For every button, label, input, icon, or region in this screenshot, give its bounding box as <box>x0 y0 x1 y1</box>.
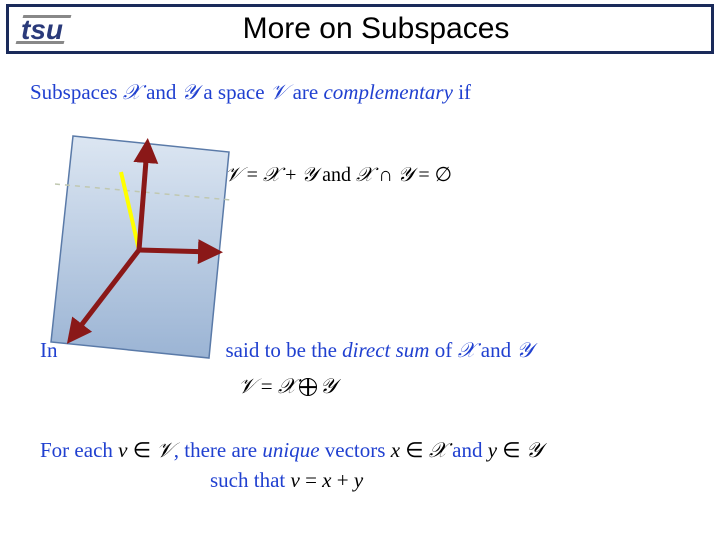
t: vectors <box>320 438 391 462</box>
sym-Y: 𝒴 <box>516 338 532 362</box>
t: said to be the <box>226 338 343 362</box>
line-direct-sum: In xxxxxxxxxxxxxxx said to be the direct… <box>40 338 533 363</box>
t: + <box>331 468 353 492</box>
sym-y: y <box>354 468 363 492</box>
sym-Y: 𝒴 <box>398 164 414 186</box>
line-unique: For each v ∈ 𝒱, there are unique vectors… <box>40 438 542 463</box>
t: = <box>242 164 263 186</box>
t: Subspaces <box>30 80 123 104</box>
logo: tsu <box>15 9 101 49</box>
t: For each <box>40 438 118 462</box>
t: complementary <box>323 80 452 104</box>
t: In <box>40 338 58 362</box>
sym-X: 𝒳 <box>278 374 296 398</box>
sym-X: 𝒳 <box>457 338 475 362</box>
logo-text: tsu <box>21 14 63 45</box>
content: Subspaces 𝒳 and 𝒴 a space 𝒱 are compleme… <box>30 80 690 115</box>
equation-direct-sum: 𝒱 = 𝒳𝒴 <box>238 374 336 399</box>
t: , there are <box>174 438 263 462</box>
line-unique-eq: such that v = x + y <box>210 468 363 493</box>
sym-y: y <box>488 438 497 462</box>
t: are <box>287 80 323 104</box>
t: and <box>317 164 356 186</box>
sym-Y: 𝒴 <box>526 438 542 462</box>
tsu-logo-icon: tsu <box>15 9 101 49</box>
sym-Y: 𝒴 <box>320 374 336 398</box>
sym-X: 𝒳 <box>123 80 141 104</box>
sym-Y: 𝒴 <box>182 80 198 104</box>
t: a space <box>198 80 270 104</box>
sym-Y: 𝒴 <box>301 164 317 186</box>
t: and <box>447 438 488 462</box>
oplus-icon <box>299 378 317 396</box>
vector-diagram <box>45 128 235 368</box>
sym-V: 𝒱 <box>238 374 256 398</box>
sym-X: 𝒳 <box>429 438 447 462</box>
page-title: More on Subspaces <box>101 12 711 46</box>
t: such that <box>210 468 290 492</box>
t: = <box>300 468 322 492</box>
t: of <box>429 338 457 362</box>
t: unique <box>262 438 319 462</box>
equation-complementary: 𝒱 = 𝒳 + 𝒴 and 𝒳 ∩ 𝒴 = ∅ <box>225 162 452 187</box>
sym-V: 𝒱 <box>270 80 288 104</box>
t: + <box>280 164 301 186</box>
sym-X: 𝒳 <box>356 164 373 186</box>
t: ∩ <box>373 164 397 186</box>
t: = ∅ <box>413 164 452 186</box>
sym-X: 𝒳 <box>263 164 280 186</box>
sym-V: 𝒱 <box>156 438 174 462</box>
t: direct sum <box>342 338 429 362</box>
t: and <box>476 338 517 362</box>
t: ∈ <box>497 438 526 462</box>
t: and <box>141 80 182 104</box>
line-complementary: Subspaces 𝒳 and 𝒴 a space 𝒱 are compleme… <box>30 80 690 105</box>
t: if <box>453 80 471 104</box>
arrow-right <box>139 250 213 252</box>
t: = <box>256 374 278 398</box>
t: ∈ <box>127 438 156 462</box>
t: ∈ <box>400 438 429 462</box>
sym-x: x <box>391 438 400 462</box>
title-bar: tsu More on Subspaces <box>6 4 714 54</box>
sym-v: v <box>290 468 299 492</box>
